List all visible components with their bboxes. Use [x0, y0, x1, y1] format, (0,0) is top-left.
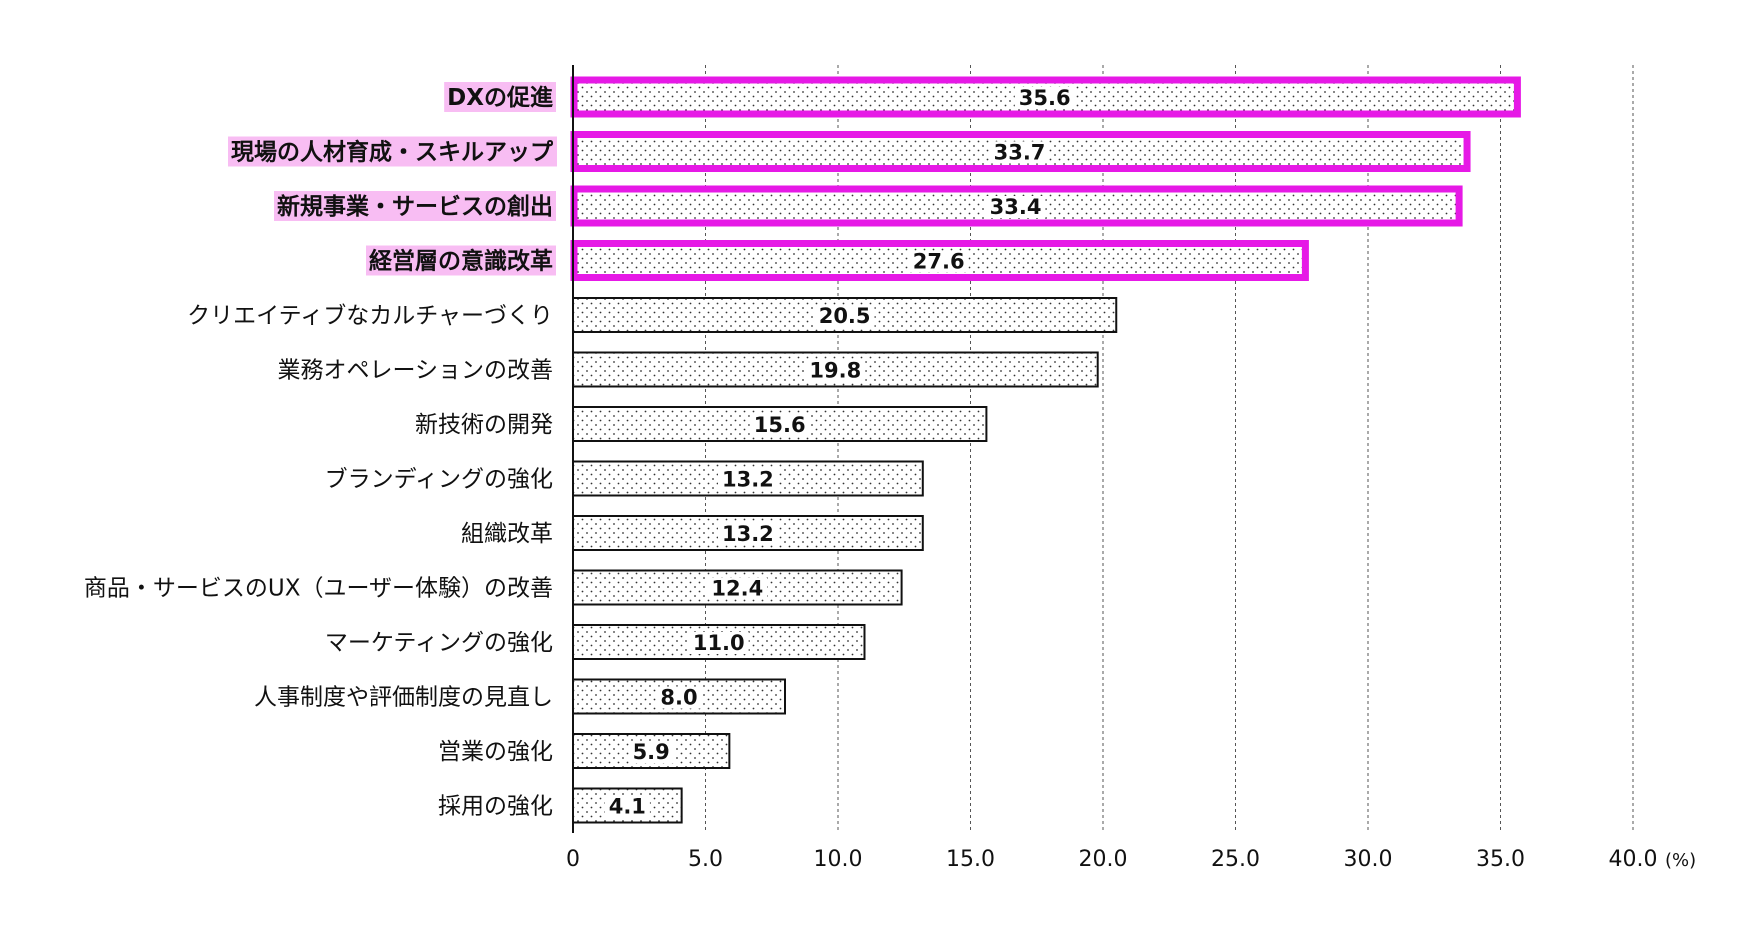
value-label: 35.6: [1019, 86, 1071, 110]
value-label-bg: [628, 741, 674, 763]
category-label: 商品・サービスのUX（ユーザー体験）の改善: [84, 576, 553, 602]
value-label-bg: [985, 196, 1046, 218]
grid-lines: [705, 65, 1634, 833]
value-label-bg: [805, 359, 866, 382]
value-label: 27.6: [913, 250, 965, 274]
category-label-highlight-bg: [274, 191, 556, 221]
category-label: ブランディングの強化: [325, 467, 553, 493]
category-labels: DXの促進現場の人材育成・スキルアップ新規事業・サービスの創出経営層の意識改革ク…: [84, 82, 557, 820]
value-label-bg: [989, 141, 1050, 164]
value-label: 11.0: [693, 631, 745, 655]
category-label: 組織改革: [461, 521, 553, 547]
value-label-bg: [707, 577, 768, 600]
value-label: 13.2: [722, 522, 774, 546]
value-label-bg: [717, 523, 778, 545]
value-label: 33.7: [994, 141, 1046, 165]
value-labels: 35.6 33.7 33.4 27.6 20.5 19.8 15.6 13.2 13.2 12.4…: [604, 86, 1075, 819]
x-tick-label: 35.0: [1476, 847, 1525, 872]
x-tick-label: 30.0: [1344, 847, 1393, 872]
x-axis-tick-labels: 0 5.0 10.0 15.0 20.0 25.0 30.0 35.0 40.0: [566, 847, 1657, 872]
bars: [570, 76, 1521, 824]
value-label-bg: [717, 468, 778, 491]
x-tick-label: 0: [566, 847, 580, 872]
value-label: 13.2: [722, 468, 774, 492]
category-label-highlight-bg: [444, 82, 556, 112]
x-tick-label: 10.0: [814, 847, 863, 872]
value-label: 8.0: [660, 686, 697, 710]
value-label: 4.1: [609, 795, 646, 819]
unit-label: (%): [1665, 850, 1696, 871]
value-label-bg: [1014, 87, 1075, 109]
category-label-highlighted: 現場の人材育成・スキルアップ: [231, 139, 554, 166]
category-label-highlighted: 新規事業・サービスの創出: [277, 193, 553, 220]
value-label: 20.5: [819, 304, 871, 328]
category-label-highlight-bg: [228, 136, 557, 167]
category-label: 採用の強化: [438, 794, 553, 820]
x-tick-label: 25.0: [1211, 847, 1260, 872]
category-label: 営業の強化: [438, 739, 553, 765]
x-tick-label: 15.0: [946, 847, 995, 872]
value-label-bg: [908, 250, 969, 273]
category-label-highlighted: DXの促進: [447, 84, 553, 111]
value-label: 15.6: [754, 413, 806, 437]
category-label-highlighted: 経営層の意識改革: [369, 248, 553, 275]
category-label: 新技術の開発: [415, 412, 553, 438]
category-label-highlight-bg: [366, 245, 556, 276]
value-label: 5.9: [633, 740, 670, 764]
category-label: マーケティングの強化: [325, 630, 553, 656]
value-label-bg: [749, 414, 810, 436]
value-label-bg: [814, 305, 875, 327]
x-tick-label: 40.0: [1609, 847, 1658, 872]
value-label-bg: [656, 686, 702, 709]
value-label: 19.8: [809, 359, 861, 383]
x-tick-label: 5.0: [688, 847, 723, 872]
x-tick-label: 20.0: [1079, 847, 1128, 872]
value-label: 33.4: [990, 195, 1042, 219]
category-label: クリエイティブなカルチャーづくり: [187, 303, 553, 329]
category-label: 業務オペレーションの改善: [277, 358, 553, 384]
value-label: 12.4: [711, 577, 763, 601]
value-label-bg: [604, 795, 650, 818]
value-label-bg: [688, 632, 749, 654]
category-label: 人事制度や評価制度の見直し: [254, 685, 553, 711]
